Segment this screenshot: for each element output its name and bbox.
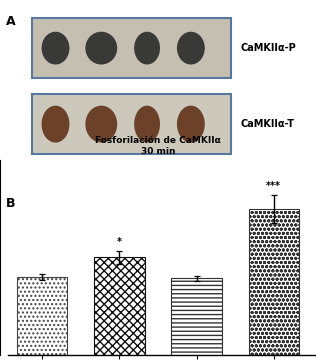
Bar bbox=[249, 209, 299, 355]
Text: A: A bbox=[6, 15, 16, 28]
Ellipse shape bbox=[85, 32, 117, 64]
Ellipse shape bbox=[42, 32, 70, 64]
Text: *: * bbox=[117, 237, 122, 247]
Bar bbox=[17, 277, 67, 355]
FancyBboxPatch shape bbox=[32, 94, 231, 154]
Title: Fosforilación de CaMKIIα
30 min: Fosforilación de CaMKIIα 30 min bbox=[95, 135, 221, 156]
Ellipse shape bbox=[85, 106, 117, 143]
Text: B: B bbox=[6, 197, 16, 210]
Text: ***: *** bbox=[266, 181, 281, 191]
Ellipse shape bbox=[177, 106, 205, 143]
Ellipse shape bbox=[42, 106, 70, 143]
Bar bbox=[94, 257, 144, 355]
Ellipse shape bbox=[134, 32, 160, 64]
Text: CaMKIIα-T: CaMKIIα-T bbox=[240, 119, 294, 129]
Bar bbox=[172, 278, 222, 355]
Ellipse shape bbox=[134, 106, 160, 143]
FancyBboxPatch shape bbox=[32, 18, 231, 78]
Text: CaMKIIα-P: CaMKIIα-P bbox=[240, 43, 296, 53]
Ellipse shape bbox=[177, 32, 205, 64]
